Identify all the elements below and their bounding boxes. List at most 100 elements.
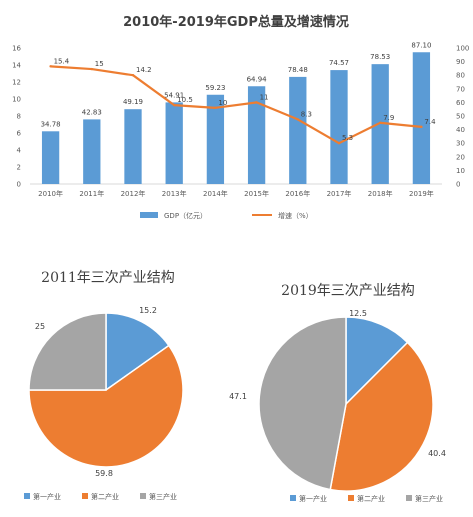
x-tick-label: 2017年 [327,189,352,198]
x-tick-label: 2012年 [121,189,146,198]
y-right-tick-label: 10 [456,167,465,175]
line-data-label: 10 [218,99,227,107]
y-left-tick-label: 8 [17,113,21,121]
pie-legend-label: 第三产业 [149,492,177,501]
growth-line [50,65,422,145]
pie-title-2019: 2019年三次产业结构 [281,283,415,299]
line-point [49,65,52,68]
line-data-label: 11 [260,93,269,101]
line-data-label: 8.3 [301,110,312,118]
legend-label-gdp: GDP（亿元） [164,211,207,220]
bar [289,76,307,184]
y-right-tick-label: 20 [456,153,465,161]
bar [41,131,60,184]
pie-data-label: 15.2 [139,306,157,315]
x-tick-label: 2016年 [285,189,310,198]
y-left-tick-label: 14 [12,62,21,70]
pie-legend-swatch [290,495,296,501]
line-data-label: 7.9 [383,114,394,122]
pie-legend-swatch [24,493,30,499]
y-left-tick-label: 12 [12,79,21,87]
y-left-tick-label: 10 [12,96,21,104]
line-data-label: 15 [95,60,104,68]
line-data-label: 5.3 [342,134,353,142]
legend-label-growth: 增速（%） [278,211,313,220]
line-point [90,67,94,71]
y-right-tick-label: 40 [456,126,465,134]
bar [206,94,225,184]
pie-data-label: 12.5 [349,309,367,318]
bar [330,70,348,184]
line-point [131,74,135,77]
y-right-tick-label: 80 [456,72,465,80]
bar [83,119,101,184]
pie-data-label: 40.4 [428,449,446,458]
pie-slice-1 [345,316,409,406]
x-tick-label: 2013年 [162,189,187,198]
bar-data-label: 34.78 [41,120,61,128]
legend-swatch-gdp [140,212,158,218]
y-right-tick-label: 50 [456,113,465,121]
y-right-tick-label: 60 [456,99,465,107]
bar-data-label: 78.48 [288,66,308,74]
line-data-label: 7.4 [424,118,436,126]
y-right-tick-label: 100 [456,45,469,53]
pie-title-2011: 2011年三次产业结构 [41,270,175,286]
pie-legend-label: 第三产业 [415,494,443,503]
y-left-tick-label: 4 [17,147,22,155]
pie-data-label: 47.1 [229,392,247,401]
line-point [255,101,258,104]
x-tick-label: 2010年 [38,189,63,198]
bar [371,64,389,184]
bar [412,52,431,184]
pie-chart-2011: 15.2 59.8 25 第一产业 第二产业 第三产业 [24,306,184,501]
bar-data-label: 74.57 [329,59,349,67]
bar-data-label: 49.19 [123,98,143,106]
y-right-tick-label: 90 [456,58,465,66]
pie-slice-1 [105,312,170,392]
pie-legend-swatch [82,493,88,499]
x-tick-label: 2018年 [368,189,393,198]
pie-data-label: 59.8 [95,469,113,478]
y-left-tick-label: 16 [12,45,21,53]
pie-legend-swatch [406,495,412,501]
bar-data-label: 59.23 [205,84,225,92]
bar-data-label: 78.53 [370,53,390,61]
pie-slice-2 [28,344,184,468]
pie-data-label: 25 [35,322,45,331]
pie-legend-label: 第二产业 [357,494,385,503]
y-left-tick-label: 0 [17,181,21,189]
line-point [296,118,299,121]
pie-legend-swatch [348,495,354,501]
pie-slice-3 [28,312,107,391]
bar-data-label: 87.10 [411,41,431,49]
bar [165,102,183,184]
pie-legend-label: 第一产业 [33,492,61,501]
line-point [379,121,382,125]
pie-slice-3 [258,316,347,491]
chart-title: 2010年-2019年GDP总量及增速情况 [123,14,349,30]
pie-legend-label: 第一产业 [299,494,327,503]
pie-slice-2 [329,341,434,492]
x-tick-label: 2014年 [203,189,228,198]
pie-legend-label: 第二产业 [91,492,119,501]
bar [247,86,266,184]
bar [124,109,142,184]
y-left-tick-label: 2 [17,164,21,172]
y-right-tick-label: 70 [456,85,465,93]
gdp-chart: 0 2 4 6 8 10 12 14 16 0 10 20 30 40 50 60 70 80 90 100 34.78… [12,41,469,220]
line-data-label: 15.4 [54,57,70,65]
line-data-label: 10.5 [177,96,193,104]
y-right-tick-label: 30 [456,140,465,148]
line-point [214,106,217,110]
line-point [337,142,341,145]
line-point [173,103,176,107]
x-tick-label: 2019年 [409,189,434,198]
x-tick-label: 2011年 [79,189,104,198]
line-point [420,125,423,129]
pie-legend-swatch [140,493,146,499]
y-left-tick-label: 6 [17,130,22,138]
bar-data-label: 54.91 [164,91,184,99]
